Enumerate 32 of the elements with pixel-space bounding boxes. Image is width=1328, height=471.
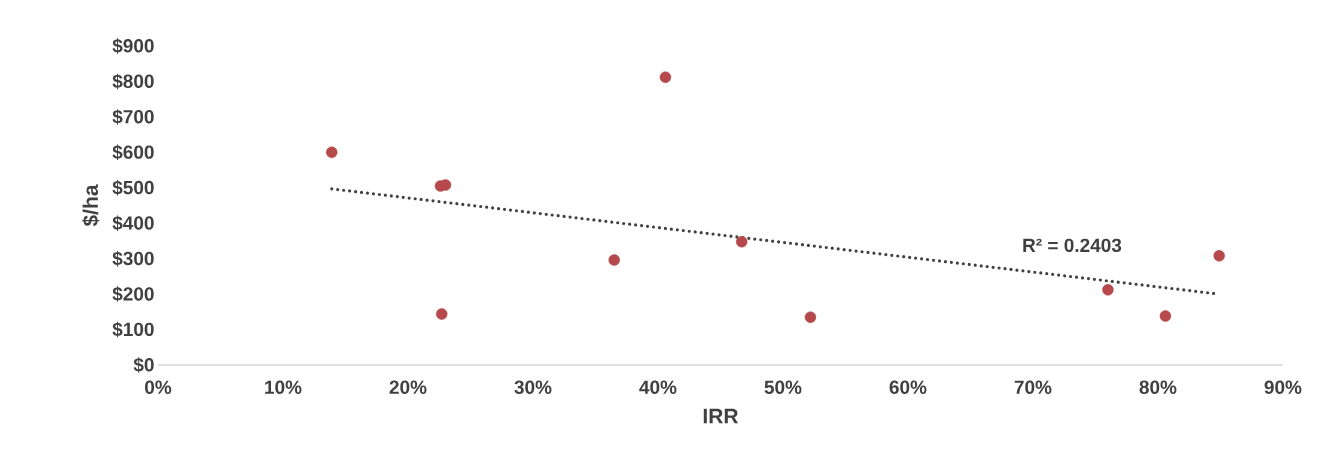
y-tick-label: $800 xyxy=(112,73,154,90)
y-tick-label: $300 xyxy=(112,250,154,267)
x-tick-label: 20% xyxy=(389,380,427,394)
point xyxy=(436,308,448,320)
y-tick-label: $700 xyxy=(112,109,154,125)
point xyxy=(736,235,748,248)
y-tick-label: $900 xyxy=(112,38,154,54)
y-tick-label: $100 xyxy=(112,321,154,338)
x-tick-label: 90% xyxy=(1264,380,1302,394)
point xyxy=(326,146,338,159)
point xyxy=(1159,310,1172,322)
x-tick-label: 70% xyxy=(1014,380,1052,394)
x-tick-label: 10% xyxy=(265,380,302,394)
x-axis-title: IRR xyxy=(703,408,739,424)
x-tick-label: 50% xyxy=(764,380,802,394)
y-tick-label: $600 xyxy=(112,144,154,161)
x-tick-label: 30% xyxy=(514,380,552,395)
point xyxy=(1102,284,1114,296)
annotation: R² = 0.2403 xyxy=(1023,238,1122,253)
point xyxy=(659,71,672,83)
point xyxy=(804,311,817,323)
x-tick-label: 0% xyxy=(145,380,172,394)
y-axis-title: $/ha xyxy=(82,184,100,227)
x-tick-label: 60% xyxy=(889,380,927,394)
x-tick-label: 40% xyxy=(639,380,677,394)
point xyxy=(1213,250,1225,262)
y-tick-label: $400 xyxy=(112,215,154,231)
point xyxy=(608,254,620,266)
y-tick-label: $0 xyxy=(133,357,154,373)
x-tick-label: 80% xyxy=(1139,380,1177,394)
y-tick-label: $500 xyxy=(112,180,154,196)
y-tick-label: $200 xyxy=(112,286,154,302)
